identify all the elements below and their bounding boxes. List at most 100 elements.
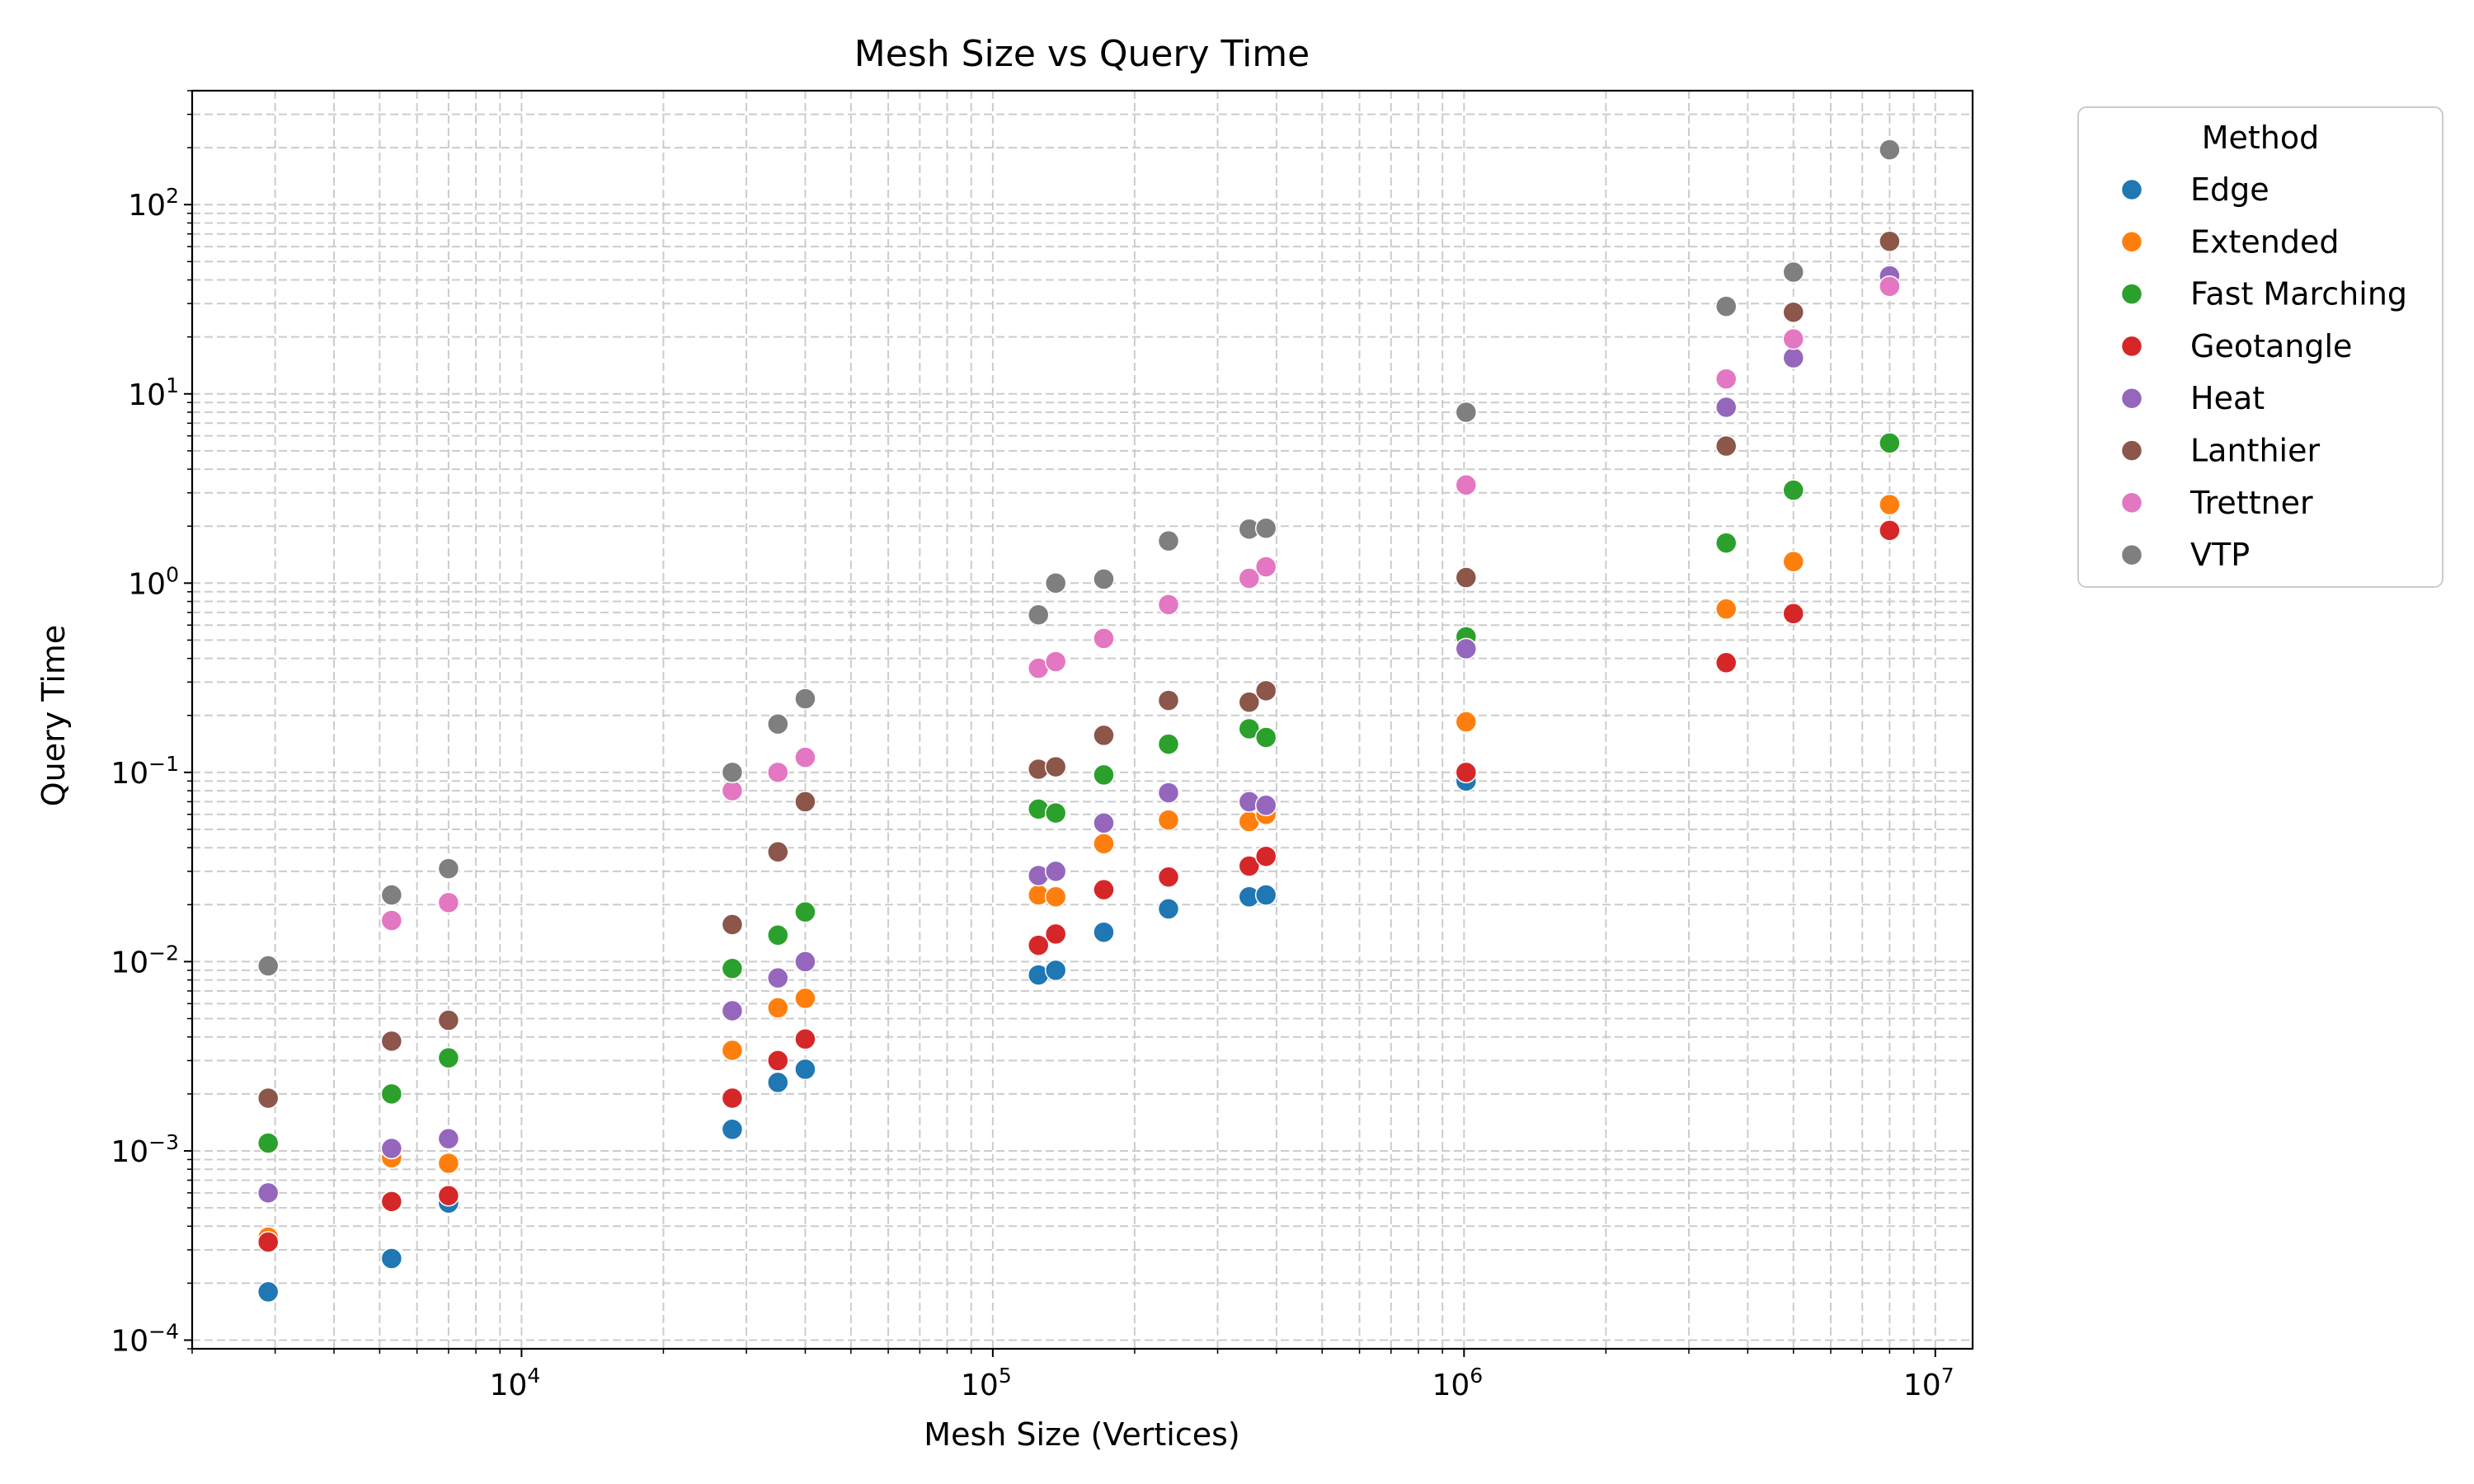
x-tick-label: 105 [961, 1364, 1012, 1402]
data-point [380, 1190, 403, 1213]
series-trettner [380, 275, 1901, 932]
data-point [794, 987, 816, 1010]
data-point [1027, 934, 1050, 956]
data-point [437, 891, 460, 914]
data-point [1254, 556, 1277, 578]
data-point [721, 1039, 744, 1062]
data-point [1714, 598, 1738, 620]
legend-marker [2120, 439, 2143, 462]
data-point [1782, 301, 1804, 323]
data-point [1157, 689, 1180, 711]
legend-label: Geotangle [2190, 328, 2352, 364]
legend-items: Edge Extended Fast Marching Geotangle Heat La… [2120, 171, 2407, 573]
legend-label: Fast Marching [2190, 276, 2407, 312]
data-point [1714, 651, 1738, 674]
data-point [256, 1087, 280, 1110]
data-point [721, 1087, 744, 1110]
y-axis-label: Query Time [35, 625, 72, 807]
data-points [256, 139, 1901, 1303]
legend-title: Method [2202, 120, 2320, 156]
data-point [1455, 401, 1478, 424]
plot-frame [190, 89, 1974, 1350]
data-point [1157, 782, 1180, 804]
data-point [1254, 517, 1277, 539]
data-point [1782, 261, 1804, 284]
data-point [437, 1046, 460, 1069]
data-point [1254, 884, 1277, 906]
data-point [380, 1247, 403, 1270]
data-point [1879, 139, 1901, 161]
data-point [1044, 801, 1067, 824]
data-point [1157, 733, 1180, 755]
data-point [380, 884, 403, 906]
data-point [1782, 327, 1804, 350]
data-point [1044, 650, 1067, 673]
data-point [1093, 812, 1115, 834]
data-point [1455, 566, 1478, 589]
data-point [1238, 567, 1261, 589]
legend: Method Edge Extended Fast Marching Geotangl… [2077, 106, 2443, 588]
data-point [1093, 724, 1115, 747]
data-point [794, 900, 816, 923]
data-point [437, 857, 460, 880]
data-point [256, 1132, 280, 1154]
data-point [721, 957, 744, 979]
y-tick-label: 102 [128, 184, 179, 223]
chart-title: Mesh Size vs Query Time [854, 33, 1310, 75]
data-point [1782, 346, 1804, 369]
data-point [1157, 898, 1180, 920]
legend-frame [2077, 106, 2443, 588]
data-point [1254, 679, 1277, 702]
data-point [1044, 860, 1067, 883]
data-point [1879, 432, 1901, 454]
x-tick-label: 107 [1903, 1364, 1954, 1402]
data-point [1879, 230, 1901, 252]
legend-marker [2120, 387, 2143, 410]
data-point [380, 909, 403, 932]
axis-ticks: 104 105 106 107 10−4 10−3 10−2 10−1 100 101 102 [111, 90, 1954, 1402]
data-point [437, 1009, 460, 1031]
y-tick-label: 100 [128, 562, 179, 601]
series-vtp [256, 139, 1901, 977]
data-point [1254, 845, 1277, 867]
data-point [1238, 855, 1261, 877]
series-edge [256, 770, 1478, 1303]
legend-label: Trettner [2189, 485, 2313, 521]
data-point [1093, 763, 1115, 787]
y-tick-label: 101 [128, 373, 179, 412]
data-point [794, 1028, 816, 1050]
data-point [256, 1231, 280, 1253]
data-point [1044, 885, 1067, 909]
data-point [1157, 594, 1180, 616]
data-point [256, 955, 280, 977]
data-point [721, 779, 744, 802]
data-point [256, 1181, 280, 1205]
data-point [1044, 572, 1067, 594]
data-point [380, 1030, 403, 1053]
legend-marker [2120, 283, 2143, 305]
data-point [794, 746, 816, 768]
data-point [767, 761, 789, 784]
data-point [437, 1127, 460, 1150]
data-point [1782, 550, 1804, 573]
data-point [1254, 726, 1277, 749]
data-point [1455, 637, 1478, 660]
y-tick-label: 10−3 [111, 1130, 179, 1169]
legend-marker [2120, 491, 2143, 514]
data-point [1879, 275, 1901, 298]
data-point [721, 913, 744, 936]
data-point [1027, 603, 1050, 626]
data-point [1714, 295, 1738, 317]
data-point [380, 1082, 403, 1106]
series-heat [256, 265, 1901, 1205]
legend-label: Heat [2190, 380, 2265, 416]
data-point [721, 761, 744, 784]
data-point [437, 1152, 460, 1175]
data-point [794, 1058, 816, 1081]
data-point [1093, 627, 1115, 650]
legend-marker [2120, 231, 2143, 253]
data-point [380, 1137, 403, 1160]
data-point [1044, 959, 1067, 982]
legend-marker [2120, 178, 2143, 201]
legend-label: VTP [2190, 537, 2250, 573]
